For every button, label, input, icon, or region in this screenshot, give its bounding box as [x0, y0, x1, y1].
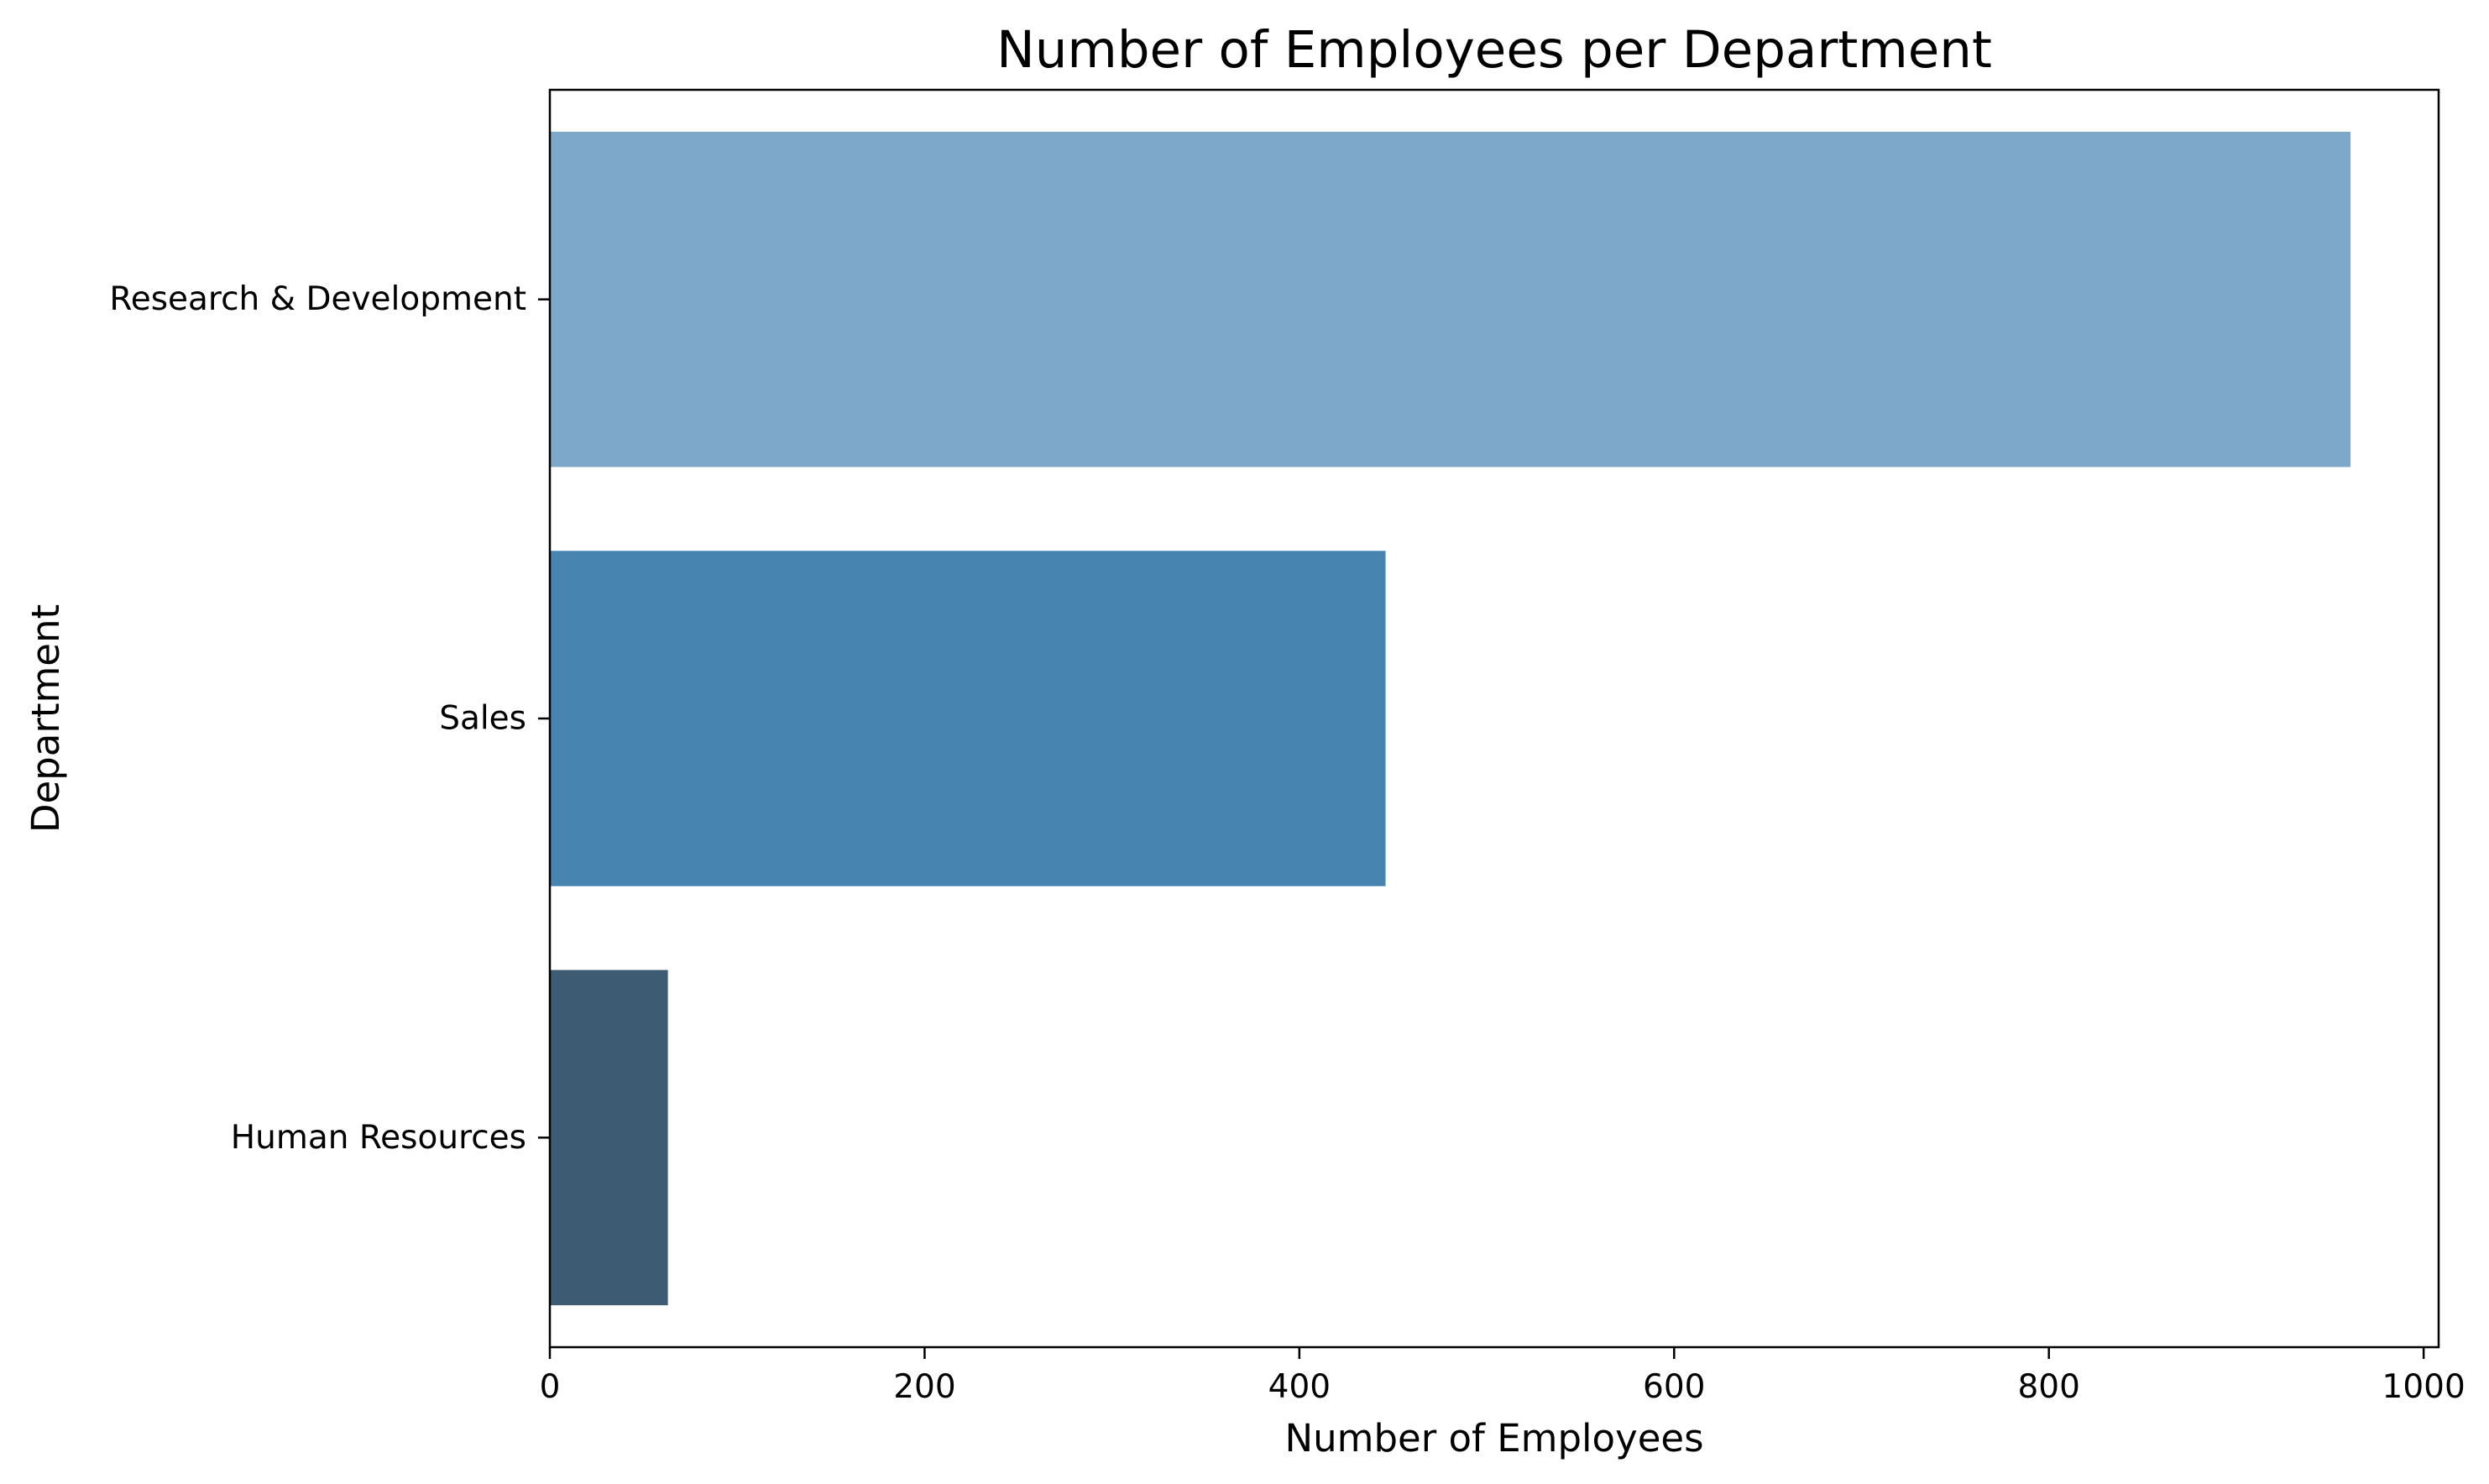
bar-sales	[550, 551, 1386, 886]
bar-research-development	[550, 131, 2351, 468]
y-tick-label: Sales	[439, 700, 526, 738]
x-axis-label: Number of Employees	[1284, 1416, 1703, 1460]
x-axis-ticks: 0 200 400 600 800 1000	[540, 1347, 2465, 1406]
x-tick-label: 0	[540, 1368, 561, 1406]
y-axis-ticks: Research & Development Sales Human Resourc…	[109, 280, 550, 1157]
x-tick-label: 600	[1643, 1368, 1705, 1406]
y-tick-label: Human Resources	[231, 1119, 526, 1157]
chart-title: Number of Employees per Department	[996, 20, 1992, 80]
x-tick-label: 200	[893, 1368, 955, 1406]
bars-group	[550, 131, 2351, 1306]
y-axis-label: Department	[24, 604, 68, 833]
bar-human-resources	[550, 969, 668, 1306]
x-tick-label: 800	[2017, 1368, 2079, 1406]
y-tick-label: Research & Development	[109, 280, 526, 318]
x-tick-label: 1000	[2382, 1368, 2465, 1406]
x-tick-label: 400	[1268, 1368, 1331, 1406]
plot-area-frame	[548, 88, 2440, 1349]
